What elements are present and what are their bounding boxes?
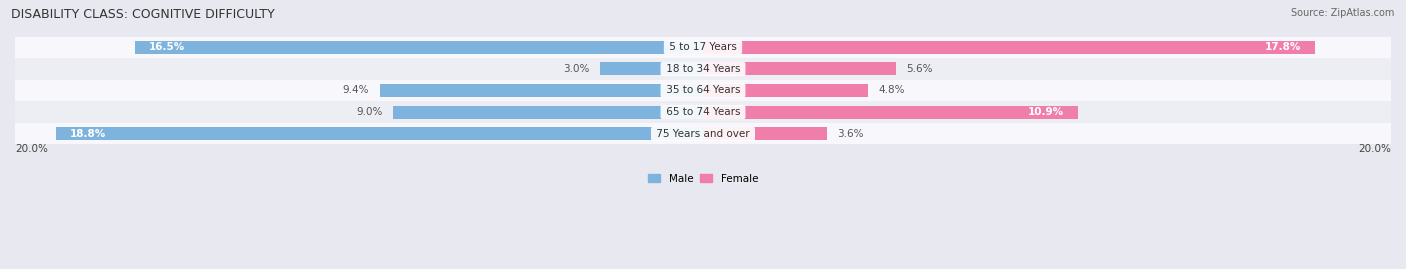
Bar	[15, 58, 1391, 80]
Text: 16.5%: 16.5%	[149, 42, 186, 52]
Text: 18 to 34 Years: 18 to 34 Years	[662, 64, 744, 74]
Text: 5 to 17 Years: 5 to 17 Years	[666, 42, 740, 52]
Bar	[380, 84, 703, 97]
Text: 18.8%: 18.8%	[70, 129, 107, 139]
Text: 9.0%: 9.0%	[357, 107, 382, 117]
Text: 35 to 64 Years: 35 to 64 Years	[662, 86, 744, 95]
Text: 3.0%: 3.0%	[564, 64, 589, 74]
Bar	[703, 41, 1316, 54]
Bar	[703, 84, 868, 97]
Text: 20.0%: 20.0%	[15, 144, 48, 154]
Text: 10.9%: 10.9%	[1028, 107, 1064, 117]
Bar	[15, 101, 1391, 123]
Bar	[135, 41, 703, 54]
Text: 20.0%: 20.0%	[1358, 144, 1391, 154]
Text: 4.8%: 4.8%	[879, 86, 905, 95]
Bar	[15, 80, 1391, 101]
Text: 17.8%: 17.8%	[1265, 42, 1302, 52]
Legend: Male, Female: Male, Female	[644, 169, 762, 188]
Bar	[56, 127, 703, 140]
Text: DISABILITY CLASS: COGNITIVE DIFFICULTY: DISABILITY CLASS: COGNITIVE DIFFICULTY	[11, 8, 276, 21]
Bar	[703, 106, 1078, 119]
Text: 65 to 74 Years: 65 to 74 Years	[662, 107, 744, 117]
Text: 75 Years and over: 75 Years and over	[652, 129, 754, 139]
Text: Source: ZipAtlas.com: Source: ZipAtlas.com	[1291, 8, 1395, 18]
Bar	[15, 123, 1391, 144]
Text: 5.6%: 5.6%	[905, 64, 932, 74]
Bar	[703, 62, 896, 75]
Text: 3.6%: 3.6%	[837, 129, 863, 139]
Text: 9.4%: 9.4%	[343, 86, 370, 95]
Bar	[703, 127, 827, 140]
Bar	[15, 37, 1391, 58]
Bar	[394, 106, 703, 119]
Bar	[600, 62, 703, 75]
